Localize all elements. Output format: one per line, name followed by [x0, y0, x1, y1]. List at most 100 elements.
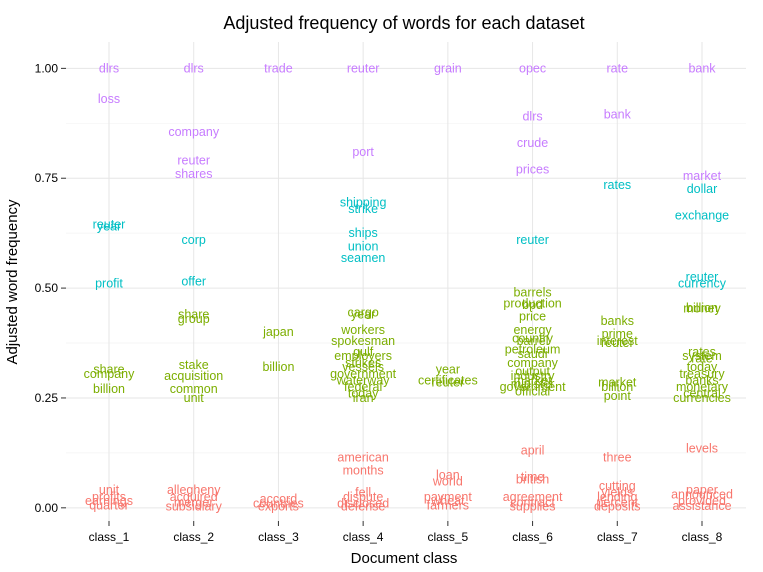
x-axis-title: Document class	[351, 550, 458, 567]
word-label: strikes	[345, 356, 381, 370]
word-label: barrel	[517, 334, 549, 348]
word-label: today	[348, 387, 379, 401]
word-label: fell	[355, 485, 371, 499]
word-label: federal	[344, 380, 382, 394]
word-label: barrels	[513, 285, 551, 299]
word-label: trade	[264, 61, 293, 75]
word-label: british	[516, 472, 549, 486]
word-label: government	[330, 367, 397, 381]
word-label: common	[170, 382, 218, 396]
word-label: loan	[436, 468, 460, 482]
word-label: announced	[671, 488, 733, 502]
x-axis: class_1 class_2 class_3 class_4 class_5 class…	[89, 521, 723, 544]
word-label: petroleum	[505, 343, 561, 357]
word-label: prices	[516, 162, 549, 176]
word-label: seamen	[341, 251, 386, 265]
word-label: market	[598, 376, 637, 390]
word-label: quarter	[89, 499, 129, 513]
word-label: world	[432, 474, 463, 488]
word-label: company	[168, 125, 219, 139]
word-label: merger	[174, 496, 214, 510]
word-label: exchange	[675, 209, 729, 223]
word-label: deposits	[594, 499, 641, 513]
y-tick-label: 0.50	[35, 281, 59, 295]
word-label: time	[521, 470, 545, 484]
word-label: energy	[513, 323, 552, 337]
grid-lines	[66, 42, 746, 521]
word-label: interest	[597, 334, 639, 348]
word-label: cutting	[599, 479, 636, 493]
word-label: agreement	[503, 490, 563, 504]
word-label: gulf	[353, 345, 374, 359]
word-label: levels	[686, 441, 718, 455]
y-tick-label: 0.00	[35, 501, 59, 515]
word-label: currency	[678, 277, 727, 291]
word-label: acquired	[170, 490, 218, 504]
word-label: reuter	[516, 233, 549, 247]
word-label: earnings	[85, 494, 133, 508]
word-labels: dlrslossreuteryearprofitsharecompanybill…	[84, 61, 733, 513]
y-tick-label: 1.00	[35, 61, 59, 75]
word-label: ships	[349, 226, 378, 240]
word-label: dollar	[687, 182, 718, 196]
word-label: subsidiary	[166, 499, 223, 513]
word-label: countries	[253, 496, 304, 510]
word-label: spokesman	[331, 334, 395, 348]
word-label: cargo	[348, 305, 379, 319]
word-label: reuter	[177, 154, 210, 168]
chart-title: Adjusted frequency of words for each dat…	[223, 13, 584, 33]
word-label: year	[97, 220, 121, 234]
word-label: reuter	[686, 270, 719, 284]
word-label: dlrs	[184, 61, 204, 75]
x-tick-label: class_1	[89, 530, 130, 544]
word-label: rate	[691, 351, 713, 365]
word-label: company	[84, 367, 135, 381]
word-label: prime	[602, 327, 633, 341]
y-tick-label: 0.25	[35, 391, 59, 405]
word-label: workers	[340, 323, 385, 337]
word-label: money	[683, 302, 721, 316]
word-label: paper	[686, 483, 718, 497]
word-label: dlrs	[522, 110, 542, 124]
word-label: minister	[511, 377, 555, 391]
word-label: government	[500, 380, 567, 394]
word-label: employers	[334, 349, 392, 363]
word-label: grain	[434, 61, 462, 75]
x-tick-label: class_6	[512, 530, 553, 544]
word-label: supplies	[510, 499, 556, 513]
word-label: wheat	[430, 494, 465, 508]
x-tick-label: class_4	[343, 530, 384, 544]
y-axis: 0.00 0.25 0.50 0.75 1.00	[35, 61, 66, 515]
x-tick-label: class_7	[597, 530, 638, 544]
word-label: billion	[601, 380, 633, 394]
word-label: crude	[517, 136, 548, 150]
word-label: reuter	[93, 217, 126, 231]
word-label: currencies	[673, 391, 731, 405]
word-label: percent	[596, 496, 638, 510]
word-label: industry	[511, 369, 556, 383]
word-label: billion	[686, 301, 718, 315]
word-label: company	[507, 356, 558, 370]
word-label: group	[178, 312, 210, 326]
word-label: system	[682, 349, 722, 363]
word-label: profits	[92, 490, 126, 504]
word-label: bpd	[522, 298, 543, 312]
word-label: profit	[95, 277, 123, 291]
word-label: banks	[601, 314, 634, 328]
word-label: farmers	[427, 499, 469, 513]
word-label: japan	[262, 325, 294, 339]
word-label: exports	[258, 499, 299, 513]
x-tick-label: class_8	[682, 530, 723, 544]
word-label: stake	[179, 358, 209, 372]
word-label: reuter	[601, 336, 634, 350]
word-label: billion	[262, 360, 294, 374]
word-label: price	[519, 310, 546, 324]
word-label: monetary	[676, 380, 729, 394]
word-label: loss	[98, 92, 120, 106]
word-label: market	[513, 373, 552, 387]
word-label: iran	[353, 391, 374, 405]
word-label: rates	[688, 345, 716, 359]
word-label: american	[337, 450, 388, 464]
word-label: reuter	[432, 376, 465, 390]
word-label: contract	[510, 496, 555, 510]
